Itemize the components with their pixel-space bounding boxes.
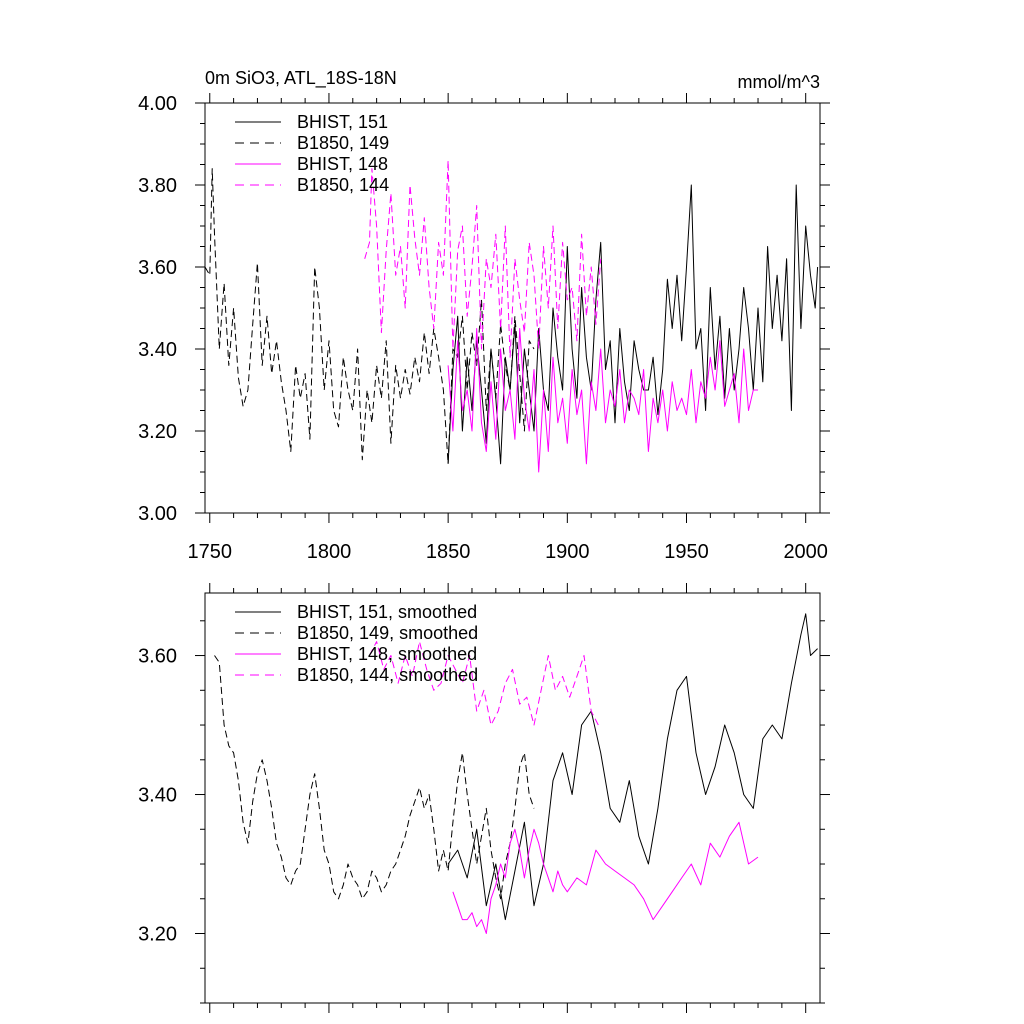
bottom-series-lines	[214, 613, 818, 934]
legend-label-2: B1850, 149	[297, 133, 389, 153]
legend-label-4: B1850, 144, smoothed	[297, 665, 478, 685]
x-tick-label: 1750	[188, 541, 233, 563]
x-tick-label: 1850	[426, 541, 471, 563]
x-tick-label: 1950	[664, 541, 709, 563]
legend-label-4: B1850, 144	[297, 175, 389, 195]
series-line-1	[447, 613, 818, 921]
top-panel: 0m SiO3, ATL_18S-18N mmol/m^3 1750 1800 18…	[138, 68, 830, 563]
bottom-panel: 3.203.403.60 BHIST, 151, smoothedB1850, …	[138, 583, 830, 1013]
y-tick-label: 3.80	[138, 175, 177, 197]
legend-label-1: BHIST, 151, smoothed	[297, 602, 477, 622]
series-line-3	[447, 328, 758, 473]
x-tick-label: 2000	[783, 541, 828, 563]
series-line-3	[452, 821, 759, 934]
series-line-2	[204, 168, 535, 465]
top-series-lines	[204, 159, 819, 473]
top-plot-frame	[204, 102, 821, 514]
series-line-2	[214, 655, 535, 900]
y-tick-label: 3.20	[138, 924, 177, 946]
y-tick-label: 3.40	[138, 785, 177, 807]
y-tick-label: 3.60	[138, 257, 177, 279]
series-line-4	[364, 159, 602, 358]
x-tick-label: 1900	[545, 541, 590, 563]
legend-label-3: BHIST, 148, smoothed	[297, 644, 477, 664]
bottom-ticks: 3.20 3.40 3.60	[138, 583, 830, 1013]
series-line-1	[447, 184, 819, 465]
legend-label-3: BHIST, 148	[297, 154, 388, 174]
top-title: 0m SiO3, ATL_18S-18N	[205, 68, 397, 89]
bottom-plot-frame	[204, 592, 821, 1004]
top-units: mmol/m^3	[738, 72, 820, 92]
top-ticks: 1750 1800 1850 1900 1950 2000 3.00 3.20 3.40 3.60…	[138, 93, 830, 563]
legend-label-1: BHIST, 151	[297, 112, 388, 132]
y-tick-label: 3.40	[138, 339, 177, 361]
y-tick-label: 3.60	[138, 646, 177, 668]
y-tick-label: 4.00	[138, 93, 177, 115]
y-tick-label: 3.00	[138, 503, 177, 525]
legend-label-2: B1850, 149, smoothed	[297, 623, 478, 643]
x-tick-label: 1800	[307, 541, 352, 563]
y-tick-label: 3.20	[138, 421, 177, 443]
series-line-4	[369, 641, 599, 726]
